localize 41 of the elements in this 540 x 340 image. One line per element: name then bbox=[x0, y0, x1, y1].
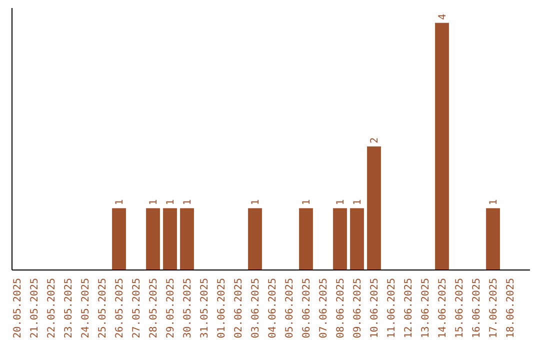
x-tick-label: 26.05.2025 bbox=[114, 278, 126, 338]
x-tick-label: 29.05.2025 bbox=[166, 278, 176, 338]
data-label: 1 bbox=[302, 199, 312, 206]
x-tick-label: 22.05.2025 bbox=[46, 278, 58, 338]
x-tick-label: 16.06.2025 bbox=[472, 278, 482, 338]
x-tick-label: 02.06.2025 bbox=[234, 278, 244, 338]
x-tick-label: 11.06.2025 bbox=[386, 278, 398, 338]
data-label: 1 bbox=[182, 199, 194, 206]
data-label: 2 bbox=[370, 137, 380, 144]
x-tick-label: 23.05.2025 bbox=[64, 278, 74, 338]
x-tick-label: 10.06.2025 bbox=[370, 278, 380, 338]
data-label: 1 bbox=[336, 199, 346, 206]
x-tick-label: 04.06.2025 bbox=[268, 278, 278, 338]
x-tick-label: 03.06.2025 bbox=[250, 278, 262, 338]
x-tick-label: 06.06.2025 bbox=[302, 278, 312, 338]
x-tick-label: 14.06.2025 bbox=[438, 278, 448, 338]
data-label: 4 bbox=[438, 14, 448, 20]
x-tick-label: 13.06.2025 bbox=[420, 278, 432, 338]
x-tick-label: 31.05.2025 bbox=[200, 278, 210, 338]
x-tick-label: 01.06.2025 bbox=[216, 278, 228, 338]
x-tick-label: 18.06.2025 bbox=[506, 278, 516, 338]
data-label: 1 bbox=[352, 199, 364, 206]
x-tick-label: 27.05.2025 bbox=[132, 278, 142, 338]
data-label: 1 bbox=[250, 199, 262, 206]
x-tick-label: 30.05.2025 bbox=[182, 278, 194, 338]
data-label: 1 bbox=[166, 199, 176, 206]
data-label: 1 bbox=[148, 199, 160, 206]
x-tick-label: 24.05.2025 bbox=[80, 278, 92, 338]
x-tick-label: 08.06.2025 bbox=[336, 278, 346, 338]
x-tick-label: 21.05.2025 bbox=[30, 278, 40, 338]
x-tick-label: 15.06.2025 bbox=[454, 278, 466, 338]
x-tick-label: 05.06.2025 bbox=[284, 278, 296, 338]
data-label: 1 bbox=[114, 199, 126, 206]
data-label: 1 bbox=[488, 199, 500, 206]
x-tick-label: 25.05.2025 bbox=[98, 278, 108, 338]
x-tick-label: 20.05.2025 bbox=[12, 278, 24, 338]
x-tick-label: 09.06.2025 bbox=[352, 278, 364, 338]
x-tick-label: 12.06.2025 bbox=[404, 278, 414, 338]
x-tick-label: 07.06.2025 bbox=[318, 278, 330, 338]
x-tick-label: 17.06.2025 bbox=[488, 278, 500, 338]
x-tick-label: 28.05.2025 bbox=[148, 278, 160, 338]
